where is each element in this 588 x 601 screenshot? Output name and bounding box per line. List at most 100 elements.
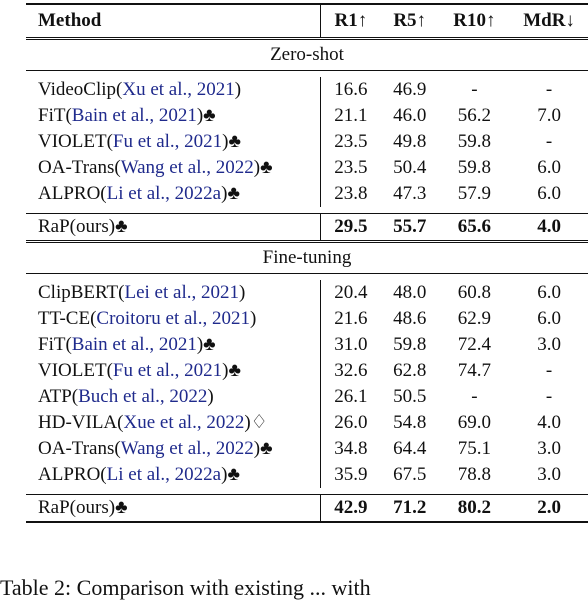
method-close: ) bbox=[222, 360, 229, 381]
section-header: Fine-tuning bbox=[26, 240, 588, 274]
table-row: HD-VILA(Xue et al., 2022)♢ 26.0 54.8 69.0 4.… bbox=[26, 410, 588, 436]
r1-value: 21.6 bbox=[319, 306, 381, 332]
r5-value: 48.0 bbox=[393, 282, 427, 303]
method-mark: ♣ bbox=[260, 438, 273, 459]
method-cell: ALPRO(Li et al., 2022a)♣ bbox=[26, 181, 320, 207]
section-title: Zero-shot bbox=[26, 37, 588, 71]
ours-row: RaP(ours)♣ 42.9 71.2 80.2 2.0 bbox=[26, 494, 588, 521]
method-cell: OA-Trans(Wang et al., 2022)♣ bbox=[26, 155, 320, 181]
method-close: ) bbox=[244, 412, 251, 433]
method-mark: ♣ bbox=[203, 334, 216, 355]
method-cell: FiT(Bain et al., 2021)♣ bbox=[26, 332, 320, 358]
mdr-value: 4.0 bbox=[510, 213, 588, 242]
method-name: VIOLET( bbox=[38, 131, 113, 152]
method-mark: ♣ bbox=[203, 105, 216, 126]
r10-value: 78.8 bbox=[457, 464, 492, 485]
method-close: ) bbox=[207, 386, 214, 407]
table-row: OA-Trans(Wang et al., 2022)♣ 23.5 50.4 59.8… bbox=[26, 155, 588, 181]
r10-value: 60.8 bbox=[457, 282, 492, 303]
method-name: ALPRO( bbox=[38, 183, 107, 204]
method-close: ) bbox=[196, 105, 204, 126]
method-mark: ♣ bbox=[228, 360, 241, 381]
r5-value: 46.0 bbox=[393, 105, 427, 126]
method-close: ) bbox=[253, 438, 261, 459]
method-name: RaP(ours) bbox=[38, 497, 116, 518]
r1-value: 34.8 bbox=[319, 436, 381, 462]
mdr-value: - bbox=[545, 386, 553, 407]
r1-value: 23.5 bbox=[319, 155, 381, 181]
r10-value: 59.8 bbox=[457, 157, 492, 178]
mdr-value: 7.0 bbox=[537, 105, 561, 126]
citation: Croitoru et al., 2021 bbox=[96, 308, 250, 329]
r10-value: 72.4 bbox=[457, 334, 492, 355]
method-name: OA-Trans( bbox=[38, 438, 121, 459]
method-mark: ♣ bbox=[260, 157, 273, 178]
r1-value: 23.8 bbox=[319, 181, 381, 207]
r10-value: 57.9 bbox=[457, 183, 492, 204]
method-mark: ♣ bbox=[228, 131, 241, 152]
method-cell: HD-VILA(Xue et al., 2022)♢ bbox=[26, 410, 320, 436]
citation: Bain et al., 2021 bbox=[71, 105, 197, 126]
r5-value: 64.4 bbox=[393, 438, 427, 459]
table-row: ALPRO(Li et al., 2022a)♣ 23.8 47.3 57.9 6.0 bbox=[26, 181, 588, 207]
r5-value: 62.8 bbox=[393, 360, 427, 381]
mdr-value: - bbox=[545, 79, 553, 100]
method-close: ) bbox=[221, 464, 228, 485]
r10-value: 59.8 bbox=[457, 131, 492, 152]
method-close: ) bbox=[253, 157, 261, 178]
method-name: ALPRO( bbox=[38, 464, 107, 485]
method-name: RaP(ours) bbox=[38, 216, 116, 237]
method-close: ) bbox=[249, 308, 257, 329]
section-title: Fine-tuning bbox=[26, 240, 588, 274]
section-header: Zero-shot bbox=[26, 37, 588, 71]
header-r10: R10↑ bbox=[453, 9, 496, 31]
r5-value: 67.5 bbox=[393, 464, 427, 485]
header-r5: R5↑ bbox=[393, 9, 427, 31]
method-close: ) bbox=[222, 131, 229, 152]
table-row: TT-CE(Croitoru et al., 2021) 21.6 48.6 62.9… bbox=[26, 306, 588, 332]
mdr-value: 3.0 bbox=[537, 438, 561, 459]
r10-value: 65.6 bbox=[438, 213, 511, 242]
r5-value: 59.8 bbox=[393, 334, 427, 355]
r1-value: 23.5 bbox=[319, 129, 381, 155]
method-cell: OA-Trans(Wang et al., 2022)♣ bbox=[26, 436, 320, 462]
header-method: Method bbox=[38, 9, 102, 31]
ours-row: RaP(ours)♣ 29.5 55.7 65.6 4.0 bbox=[26, 213, 588, 242]
method-name: HD-VILA( bbox=[38, 412, 124, 433]
method-cell: ALPRO(Li et al., 2022a)♣ bbox=[26, 462, 320, 488]
method-name: ClipBERT( bbox=[38, 282, 125, 303]
method-name: VIOLET( bbox=[38, 360, 113, 381]
method-close: ) bbox=[238, 282, 246, 303]
method-mark: ♣ bbox=[115, 497, 128, 518]
r1-value: 35.9 bbox=[319, 462, 381, 488]
method-cell: TT-CE(Croitoru et al., 2021) bbox=[26, 306, 320, 332]
method-cell: RaP(ours)♣ bbox=[26, 213, 321, 242]
top-rule bbox=[26, 3, 588, 5]
r10-value: - bbox=[471, 79, 478, 100]
method-name: VideoClip( bbox=[38, 79, 123, 100]
citation: Xu et al., 2021 bbox=[122, 79, 235, 100]
method-cell: RaP(ours)♣ bbox=[26, 494, 321, 521]
r1-value: 31.0 bbox=[319, 332, 381, 358]
header-r1: R1↑ bbox=[319, 4, 381, 39]
citation: Xue et al., 2022 bbox=[123, 412, 245, 433]
r5-value: 55.7 bbox=[380, 213, 439, 242]
r5-value: 71.2 bbox=[380, 494, 439, 521]
mdr-value: 6.0 bbox=[537, 308, 561, 329]
header-mdr: MdR↓ bbox=[523, 9, 575, 31]
citation: Lei et al., 2021 bbox=[124, 282, 239, 303]
method-close: ) bbox=[221, 183, 228, 204]
r1-value: 32.6 bbox=[319, 358, 381, 384]
mdr-value: 6.0 bbox=[537, 282, 561, 303]
table-row: ALPRO(Li et al., 2022a)♣ 35.9 67.5 78.8 3.0 bbox=[26, 462, 588, 488]
r5-value: 48.6 bbox=[393, 308, 427, 329]
citation: Fu et al., 2021 bbox=[112, 131, 223, 152]
mdr-value: 6.0 bbox=[537, 157, 561, 178]
header-row: Method R1↑ R5↑ R10↑ MdR↓ bbox=[26, 4, 588, 39]
table-row: FiT(Bain et al., 2021)♣ 21.1 46.0 56.2 7.0 bbox=[26, 103, 588, 129]
table-row: ClipBERT(Lei et al., 2021) 20.4 48.0 60.8 6.… bbox=[26, 280, 588, 306]
table-row: OA-Trans(Wang et al., 2022)♣ 34.8 64.4 75.1… bbox=[26, 436, 588, 462]
table-row: VIOLET(Fu et al., 2021)♣ 23.5 49.8 59.8- bbox=[26, 129, 588, 155]
r1-value: 29.5 bbox=[319, 213, 381, 242]
r10-value: 69.0 bbox=[457, 412, 492, 433]
